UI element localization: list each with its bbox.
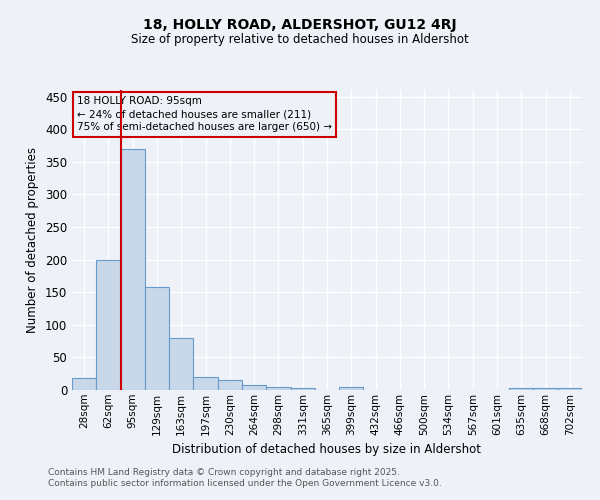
Text: 18, HOLLY ROAD, ALDERSHOT, GU12 4RJ: 18, HOLLY ROAD, ALDERSHOT, GU12 4RJ	[143, 18, 457, 32]
Bar	[96, 260, 121, 390]
Bar	[533, 388, 558, 390]
Bar	[509, 388, 533, 390]
Bar	[169, 338, 193, 390]
Bar	[193, 377, 218, 390]
Text: Size of property relative to detached houses in Aldershot: Size of property relative to detached ho…	[131, 32, 469, 46]
Bar	[145, 287, 169, 390]
Bar	[242, 385, 266, 390]
Bar	[558, 388, 582, 390]
X-axis label: Distribution of detached houses by size in Aldershot: Distribution of detached houses by size …	[173, 443, 482, 456]
Bar	[339, 388, 364, 390]
Bar	[266, 386, 290, 390]
Bar	[72, 378, 96, 390]
Bar	[218, 380, 242, 390]
Text: Contains HM Land Registry data © Crown copyright and database right 2025.
Contai: Contains HM Land Registry data © Crown c…	[48, 468, 442, 487]
Text: 18 HOLLY ROAD: 95sqm
← 24% of detached houses are smaller (211)
75% of semi-deta: 18 HOLLY ROAD: 95sqm ← 24% of detached h…	[77, 96, 332, 132]
Y-axis label: Number of detached properties: Number of detached properties	[26, 147, 40, 333]
Bar	[290, 388, 315, 390]
Bar	[121, 148, 145, 390]
